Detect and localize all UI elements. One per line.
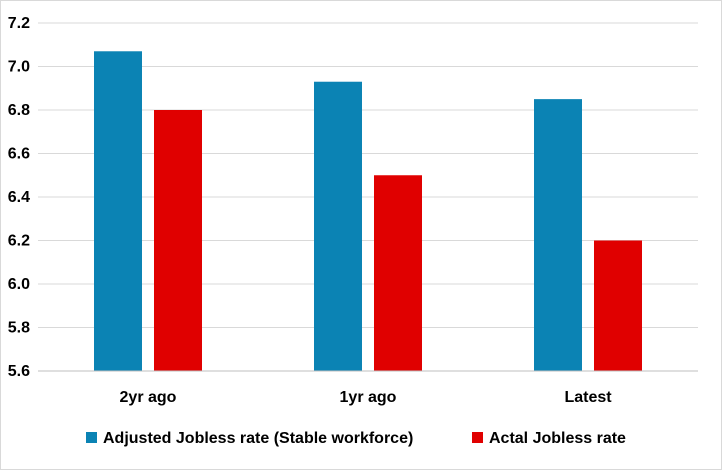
legend: Adjusted Jobless rate (Stable workforce)… [86,430,626,447]
legend-swatch [472,432,483,443]
bar-adjusted-1 [314,81,362,371]
bar-actual-1 [374,175,422,371]
x-tick-label: 1yr ago [340,389,397,406]
bar-actual-0 [154,110,202,371]
bar-adjusted-2 [534,99,582,371]
y-tick-label: 6.6 [8,146,30,163]
y-tick-label: 5.6 [8,363,30,380]
legend-label: Actal Jobless rate [489,430,626,447]
x-tick-label: Latest [564,389,612,406]
y-tick-label: 6.2 [8,233,30,250]
gridlines [38,22,698,328]
x-axis-tick-labels: 2yr ago 1yr ago Latest [120,389,613,406]
y-tick-label: 5.8 [8,320,30,337]
legend-label: Adjusted Jobless rate (Stable workforce) [103,430,413,447]
legend-swatch [86,432,97,443]
y-tick-label: 6.4 [8,189,30,206]
y-axis-tick-labels: 5.6 5.8 6.0 6.2 6.4 6.6 6.8 7.0 7.2 [8,15,30,380]
y-tick-label: 6.0 [8,276,30,293]
x-tick-label: 2yr ago [120,389,177,406]
y-tick-label: 7.0 [8,59,30,76]
y-tick-label: 6.8 [8,102,30,119]
bar-adjusted-0 [94,51,142,372]
bar-actual-2 [594,240,642,371]
y-tick-label: 7.2 [8,15,30,32]
bars [94,51,642,372]
